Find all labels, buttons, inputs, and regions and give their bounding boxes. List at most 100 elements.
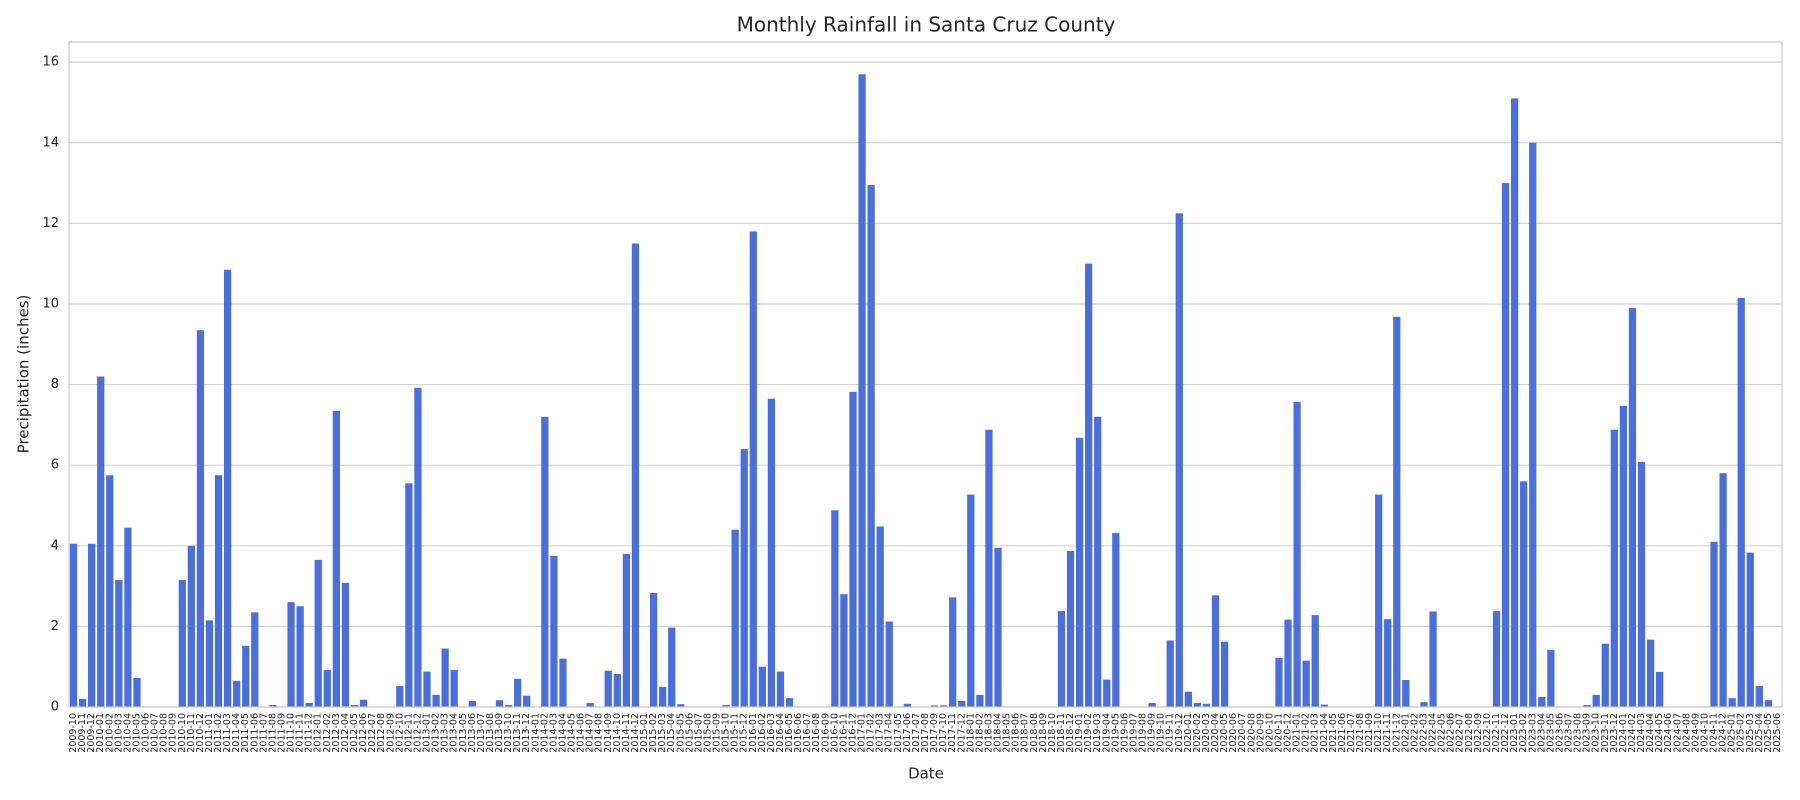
- bar: [1628, 308, 1637, 707]
- x-tick-label: 2020-09: [1255, 713, 1266, 753]
- bar: [1166, 640, 1174, 707]
- x-tick-label: 2017-05: [893, 713, 904, 753]
- x-tick-label: 2022-12: [1500, 713, 1511, 753]
- x-tick-label: 2011-01: [204, 713, 215, 753]
- bar: [749, 231, 757, 707]
- bar: [731, 529, 739, 707]
- x-tick-label: 2016-05: [784, 713, 795, 753]
- bar: [314, 559, 322, 707]
- bar: [269, 704, 277, 707]
- x-tick-label: 2024-12: [1718, 713, 1729, 753]
- x-tick-label: 2025-02: [1736, 713, 1747, 753]
- x-tick-label: 2019-10: [1156, 713, 1167, 753]
- x-tick-label: 2022-07: [1455, 713, 1466, 753]
- x-tick-label: 2012-11: [403, 713, 414, 753]
- x-tick-label: 2024-10: [1699, 713, 1710, 753]
- x-tick-label: 2010-04: [122, 713, 133, 753]
- x-tick-label: 2024-04: [1645, 713, 1656, 753]
- x-tick-label: 2013-07: [476, 713, 487, 753]
- bar: [1737, 297, 1745, 707]
- x-tick-label: 2022-03: [1418, 713, 1429, 753]
- bar: [523, 695, 531, 707]
- bar: [1184, 691, 1192, 707]
- x-tick-label: 2023-10: [1591, 713, 1602, 753]
- bar: [1275, 657, 1283, 707]
- bar: [1538, 696, 1546, 707]
- bar: [405, 483, 413, 707]
- x-tick-label: 2021-08: [1355, 713, 1366, 753]
- x-tick-label: 2023-02: [1518, 713, 1529, 753]
- x-tick-label: 2020-11: [1273, 713, 1284, 753]
- x-tick-label: 2024-03: [1636, 713, 1647, 753]
- x-tick-label: 2016-02: [757, 713, 768, 753]
- x-tick-label: 2010-06: [141, 713, 152, 753]
- x-tick-label: 2019-06: [1119, 713, 1130, 753]
- x-tick-label: 2014-03: [548, 713, 559, 753]
- x-tick-label: 2019-03: [1092, 713, 1103, 753]
- bar: [631, 243, 640, 708]
- x-tick-label: 2020-05: [1219, 713, 1230, 753]
- bar: [858, 74, 866, 707]
- x-tick-label: 2016-08: [811, 713, 822, 753]
- bar: [223, 269, 232, 707]
- x-tick-label: 2012-08: [376, 713, 387, 753]
- x-tick-label: 2011-07: [258, 713, 269, 753]
- bar: [541, 416, 549, 707]
- bar: [196, 330, 205, 707]
- x-tick-label: 2021-09: [1364, 713, 1375, 753]
- x-tick-label: 2014-04: [557, 713, 568, 753]
- x-tick-label: 2009-12: [86, 713, 97, 753]
- y-tick-label: 14: [42, 135, 59, 150]
- x-tick-label: 2019-11: [1165, 713, 1176, 753]
- bar: [450, 669, 458, 707]
- bar: [1492, 611, 1501, 707]
- x-tick-label: 2012-05: [349, 713, 360, 753]
- bar: [1511, 98, 1519, 707]
- x-tick-label: 2021-05: [1328, 713, 1339, 753]
- x-tick-label: 2013-04: [449, 713, 460, 753]
- bar: [1320, 704, 1328, 707]
- x-tick-label: 2020-04: [1210, 713, 1221, 753]
- x-tick-label: 2022-05: [1437, 713, 1448, 753]
- x-tick-label: 2010-07: [150, 713, 161, 753]
- x-tick-label: 2023-06: [1554, 713, 1565, 753]
- x-tick-label: 2022-06: [1446, 713, 1457, 753]
- bar: [233, 680, 241, 707]
- x-tick-label: 2018-08: [1029, 713, 1040, 753]
- bar: [124, 527, 132, 707]
- x-tick-label: 2022-08: [1464, 713, 1475, 753]
- x-tick-label: 2019-05: [1110, 713, 1121, 753]
- x-tick-label: 2011-02: [213, 713, 224, 753]
- y-tick-label: 10: [42, 296, 59, 311]
- bar: [1075, 437, 1084, 707]
- bar: [722, 704, 730, 707]
- x-tick-label: 2010-09: [168, 713, 179, 753]
- y-tick-label: 16: [42, 55, 59, 70]
- bar: [1420, 702, 1428, 707]
- x-tick-label: 2012-01: [313, 713, 324, 753]
- bar: [840, 594, 848, 707]
- x-tick-label: 2012-02: [322, 713, 333, 753]
- x-tick-label: 2016-10: [829, 713, 840, 753]
- bar: [88, 543, 96, 707]
- bar: [1402, 679, 1410, 707]
- bar: [504, 704, 513, 707]
- bar: [1746, 552, 1754, 707]
- x-tick-label: 2014-11: [621, 713, 632, 753]
- x-tick-label: 2013-09: [494, 713, 505, 753]
- x-tick-label: 2024-09: [1690, 713, 1701, 753]
- x-tick-label: 2017-01: [857, 713, 868, 753]
- bar: [1103, 679, 1111, 707]
- x-tick-label: 2023-03: [1527, 713, 1538, 753]
- x-tick-label: 2013-02: [431, 713, 442, 753]
- bar: [1193, 702, 1202, 707]
- x-tick-label: 2017-02: [866, 713, 877, 753]
- x-tick-label: 2022-09: [1473, 713, 1484, 753]
- x-tick-label: 2019-02: [1083, 713, 1094, 753]
- x-tick-label: 2022-10: [1482, 713, 1493, 753]
- x-tick-label: 2011-08: [267, 713, 278, 753]
- y-tick-label: 8: [51, 377, 59, 392]
- x-tick-label: 2014-02: [539, 713, 550, 753]
- bar: [740, 449, 748, 707]
- x-tick-label: 2022-01: [1400, 713, 1411, 753]
